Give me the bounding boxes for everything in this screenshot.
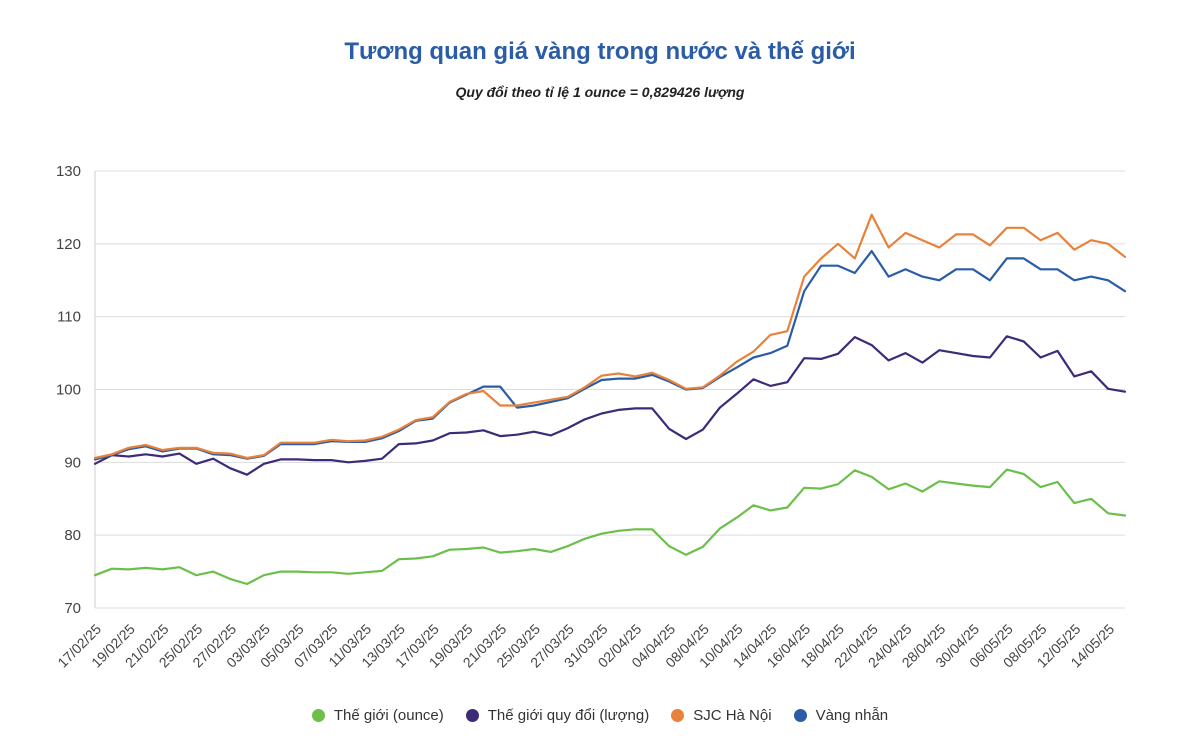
series-line-1 xyxy=(93,335,1127,476)
y-tick-label: 130 xyxy=(56,163,81,180)
legend-marker xyxy=(671,709,685,722)
y-tick-label: 80 xyxy=(64,527,81,544)
legend: Thế giới (ounce) Thế giới quy đổi (lượng)… xyxy=(0,707,1200,724)
legend-label: SJC Hà Nội xyxy=(693,707,772,724)
grid-lines xyxy=(94,170,1125,609)
legend-item-2[interactable]: SJC Hà Nội xyxy=(671,707,772,724)
series-line-0 xyxy=(93,468,1127,586)
legend-item-1[interactable]: Thế giới quy đổi (lượng) xyxy=(465,707,650,724)
series-lines xyxy=(93,213,1127,586)
x-axis-ticks: 17/02/2519/02/2521/02/2525/02/2527/02/25… xyxy=(54,621,1117,671)
y-tick-label: 100 xyxy=(56,382,81,399)
y-tick-label: 110 xyxy=(57,309,81,326)
y-tick-label: 70 xyxy=(64,600,81,617)
legend-marker xyxy=(311,709,325,722)
legend-label: Vàng nhẫn xyxy=(815,707,889,724)
legend-item-0[interactable]: Thế giới (ounce) xyxy=(311,707,444,724)
series-line-2 xyxy=(93,213,1127,460)
y-tick-label: 90 xyxy=(64,454,81,471)
legend-marker xyxy=(793,709,807,722)
legend-marker xyxy=(465,709,479,722)
legend-item-3[interactable]: Vàng nhẫn xyxy=(793,707,889,724)
legend-label: Thế giới quy đổi (lượng) xyxy=(487,707,650,724)
legend-label: Thế giới (ounce) xyxy=(333,707,444,724)
chart-subtitle: Quy đổi theo tỉ lệ 1 ounce = 0,829426 lư… xyxy=(455,84,745,100)
y-tick-label: 120 xyxy=(56,236,81,253)
y-axis-ticks: 70 80 90 100 110 120 130 xyxy=(56,163,81,617)
chart-title: Tương quan giá vàng trong nước và thế gi… xyxy=(344,38,856,65)
